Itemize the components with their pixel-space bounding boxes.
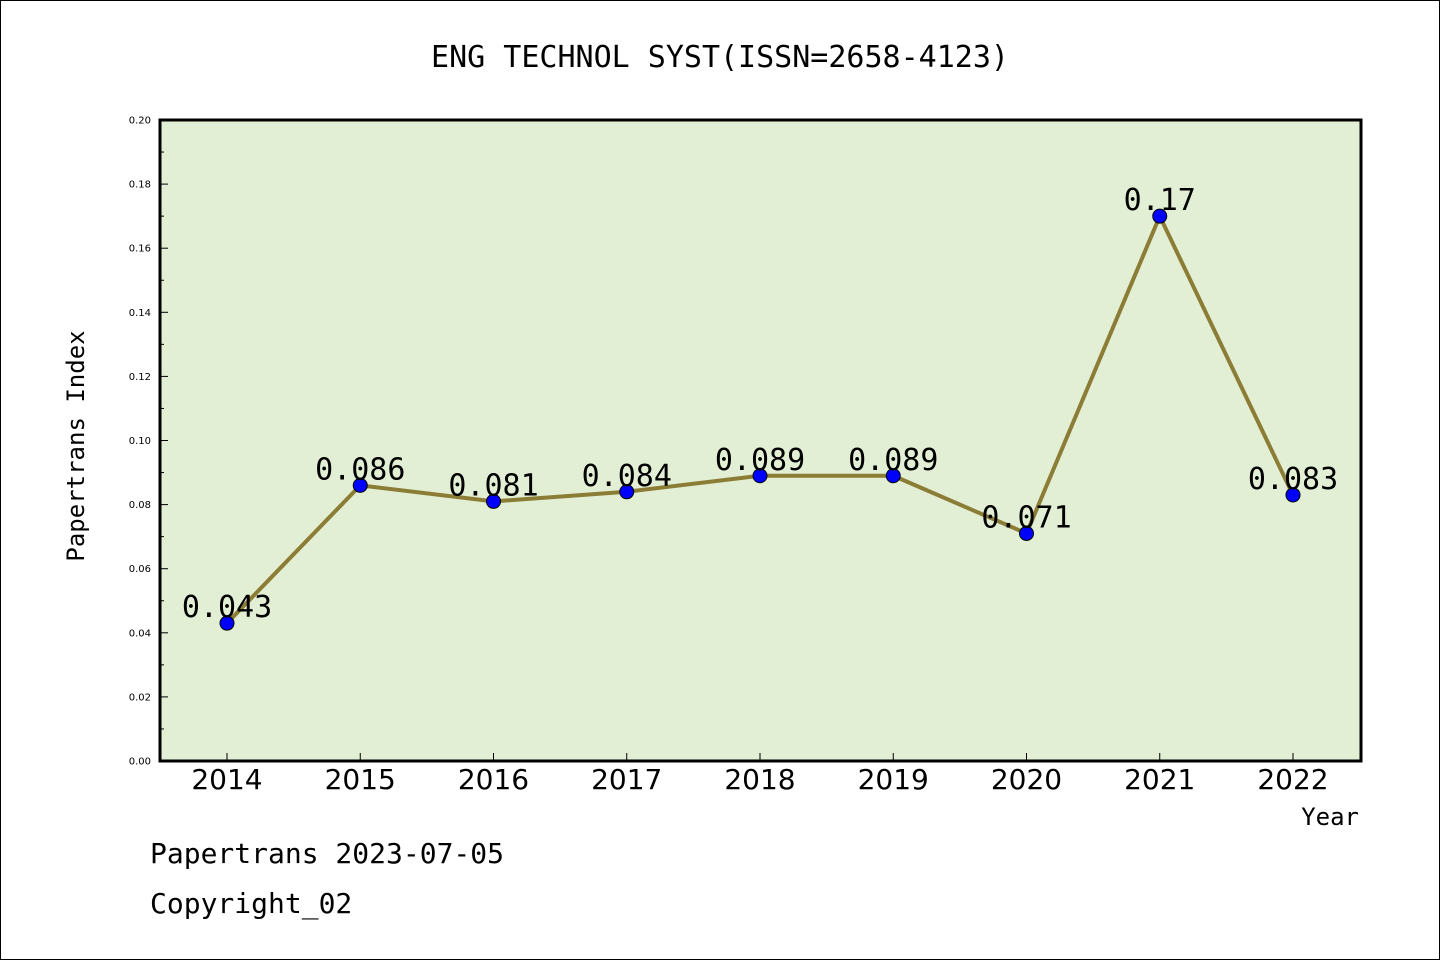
y-tick-label: 0.16 (129, 244, 151, 255)
data-point (352, 477, 368, 493)
data-label: 0.089 (848, 443, 938, 478)
x-axis-label: Year (1301, 803, 1359, 831)
data-labels-group: 0.043 0.086 0.081 0.084 0.089 0.089 0.071 0.17 0… (182, 183, 1338, 625)
y-tick-label: 0.02 (129, 692, 151, 703)
data-point (1152, 208, 1168, 224)
data-label: 0.17 (1124, 183, 1196, 218)
y-axis-label: Papertrans Index (62, 330, 90, 561)
data-label: 0.083 (1248, 462, 1338, 497)
data-point (1019, 525, 1034, 541)
data-point (1285, 487, 1301, 503)
x-axis: 2014 2015 2016 2017 2018 2019 2020 2021 2022 (191, 753, 1329, 796)
y-tick-label: 0.10 (129, 436, 151, 447)
x-tick-label: 2015 (325, 763, 396, 796)
y-tick-label: 0.04 (129, 628, 151, 639)
data-label: 0.081 (448, 468, 538, 503)
data-point (752, 468, 768, 484)
data-label: 0.043 (182, 590, 272, 625)
x-tick-label: 2020 (991, 763, 1062, 796)
data-point (219, 615, 235, 631)
y-tick-label: 0.06 (129, 564, 151, 575)
data-label: 0.084 (582, 459, 672, 494)
data-point (885, 468, 901, 484)
y-tick-label: 0.00 (129, 757, 151, 768)
series-markers-group (219, 208, 1301, 631)
x-tick-label: 2018 (724, 763, 795, 796)
footer-date: Papertrans 2023-07-05 (150, 837, 504, 870)
data-label: 0.086 (315, 452, 405, 487)
x-tick-label: 2014 (191, 763, 262, 796)
y-axis: 0.00 0.02 0.04 0.06 0.08 0.10 0.12 0.14 0.16 0.18… (129, 116, 168, 768)
data-label: 0.089 (715, 443, 805, 478)
chart-title: ENG TECHNOL SYST(ISSN=2658-4123) (431, 40, 1009, 75)
x-tick-label: 2022 (1257, 763, 1328, 796)
data-point (486, 493, 501, 509)
y-tick-label: 0.18 (129, 180, 151, 191)
y-tick-label: 0.08 (129, 500, 151, 511)
plot-area (158, 118, 1363, 763)
footer-copyright: Copyright_02 (150, 887, 352, 921)
data-label: 0.071 (981, 500, 1071, 535)
x-tick-label: 2016 (458, 763, 529, 796)
y-tick-label: 0.14 (129, 308, 151, 319)
y-tick-label: 0.20 (129, 116, 151, 127)
data-point (619, 484, 635, 500)
x-tick-label: 2019 (858, 763, 929, 796)
x-tick-label: 2021 (1124, 763, 1195, 796)
y-tick-label: 0.12 (129, 372, 151, 383)
x-tick-label: 2017 (591, 763, 662, 796)
